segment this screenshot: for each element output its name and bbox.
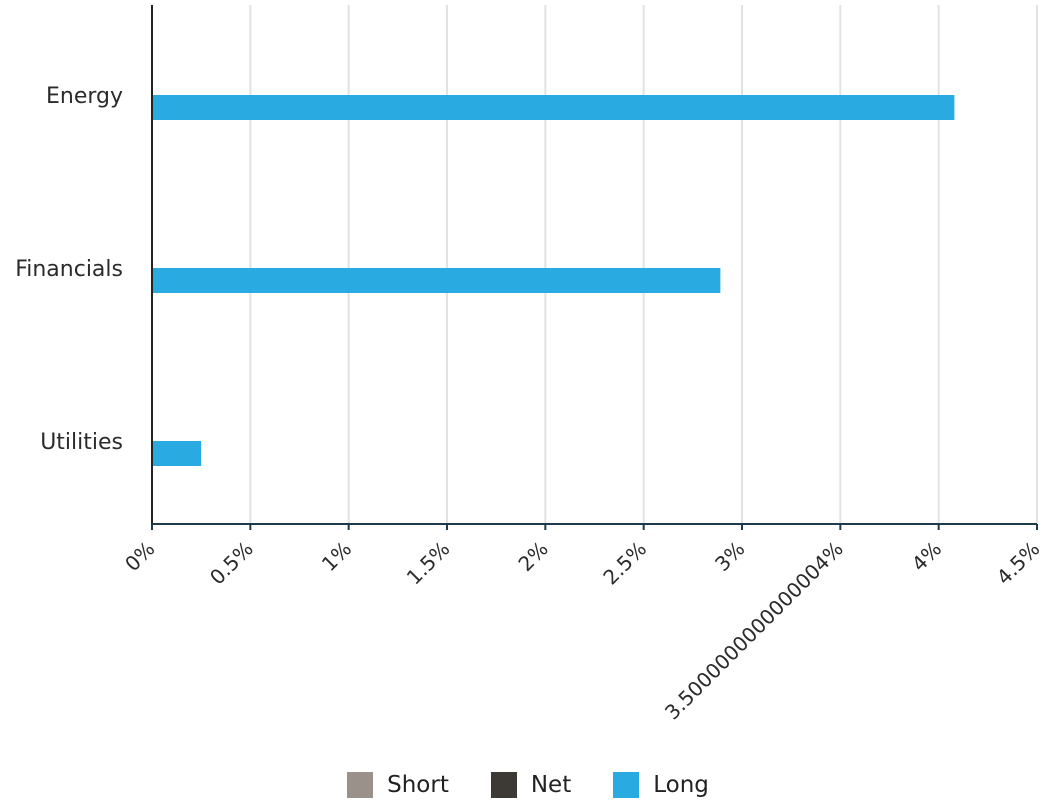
- legend-item-short: Short: [347, 772, 449, 798]
- category-labels: Energy Financials Utilities: [15, 84, 123, 455]
- category-label: Utilities: [40, 430, 123, 455]
- legend-swatch-short: [347, 772, 374, 798]
- legend-item-long: Long: [613, 772, 709, 798]
- legend-label-long: Long: [653, 772, 709, 798]
- bar-long-utilities: [152, 441, 202, 466]
- x-tick-label: 3.5000000000000004%: [660, 537, 848, 725]
- bar-long-financials: [152, 268, 721, 293]
- x-tick-labels: 0% 0.5% 1% 1.5% 2% 2.5% 3%3.5000000000000004% 4…: [120, 537, 1044, 725]
- legend-swatch-long: [613, 772, 640, 798]
- legend-label-short: Short: [387, 772, 449, 798]
- category-label: Financials: [15, 257, 123, 282]
- bar-long-energy: [152, 95, 955, 120]
- x-tick-label: 4%: [907, 537, 946, 576]
- x-tick-label: 1.5%: [402, 537, 455, 590]
- x-tick-label: 2%: [513, 537, 552, 576]
- x-tick-label: 0.5%: [205, 537, 258, 590]
- x-tick-label: 2.5%: [598, 537, 651, 590]
- legend-item-net: Net: [490, 772, 572, 798]
- category-label: Energy: [46, 84, 123, 109]
- bars: [152, 95, 955, 466]
- x-tick-label: 4.5%: [992, 537, 1045, 590]
- x-tick-label: 0%: [120, 537, 159, 576]
- gridlines: [249, 5, 1038, 524]
- legend-label-net: Net: [530, 772, 572, 798]
- legend: Short Net Long: [0, 766, 1056, 804]
- x-tick-label: 3%: [710, 537, 749, 576]
- axes: [151, 5, 1038, 530]
- legend-swatch-net: [490, 772, 517, 798]
- x-tick-label: 1%: [317, 537, 356, 576]
